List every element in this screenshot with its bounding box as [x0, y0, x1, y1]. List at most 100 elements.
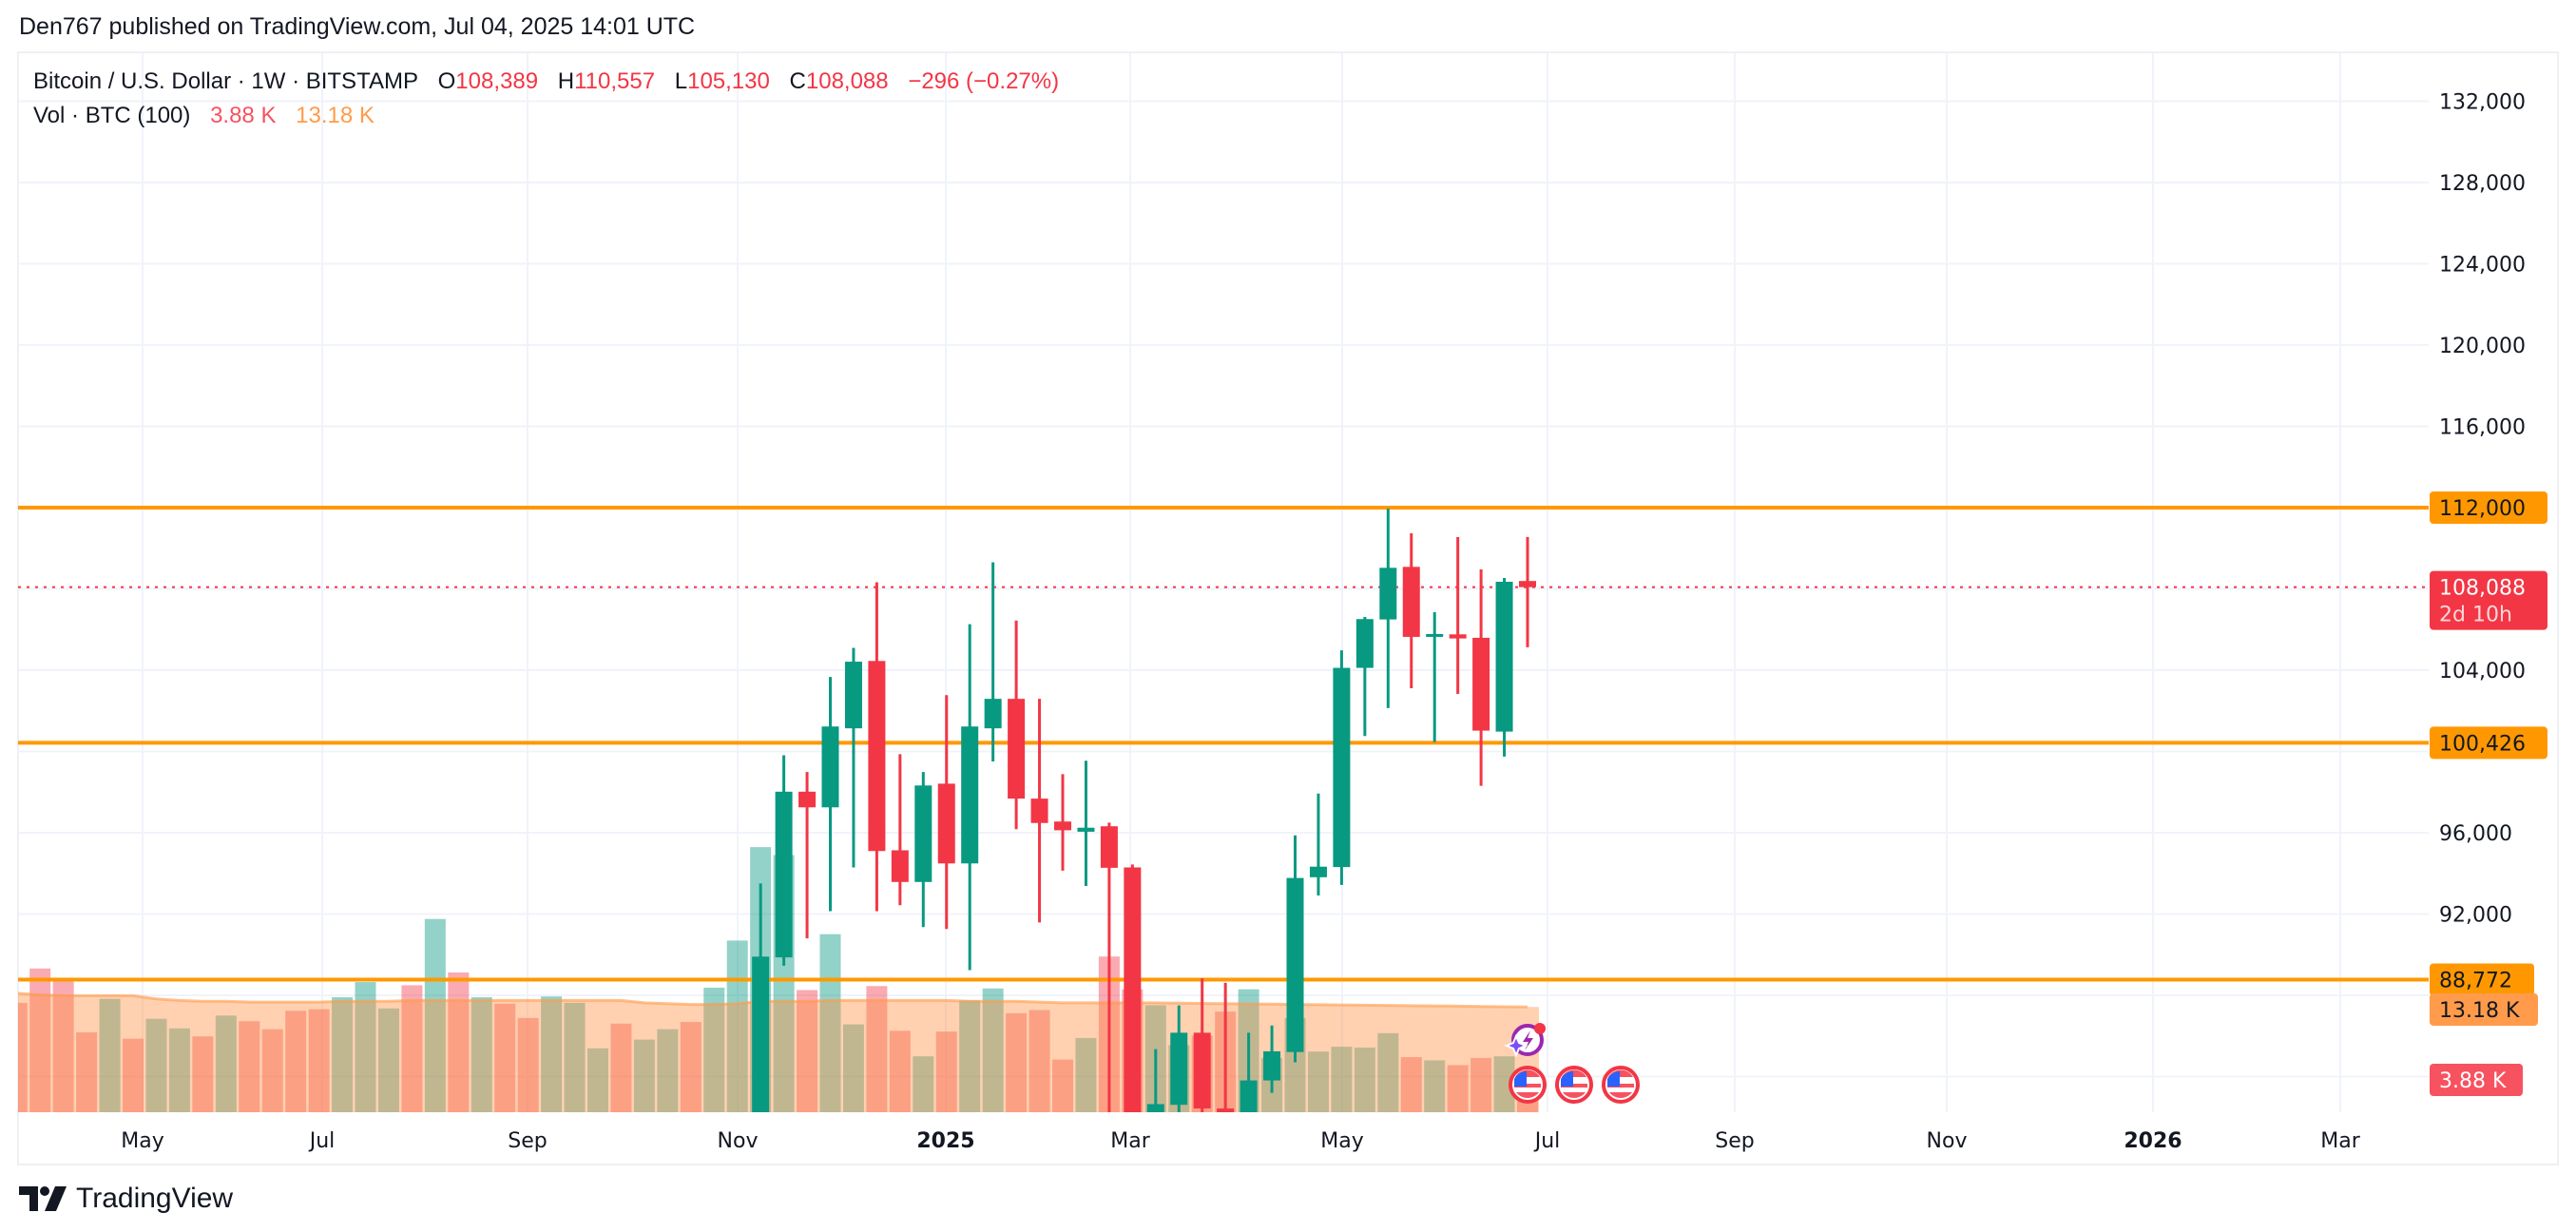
volume-bar — [1307, 1051, 1329, 1112]
flag-stripe — [1516, 1092, 1539, 1098]
level-price-label-bg — [2430, 963, 2534, 996]
candle — [1217, 982, 1235, 1112]
candle-body — [1286, 877, 1304, 1052]
flag-canton — [1607, 1071, 1620, 1087]
volume-bar — [471, 997, 492, 1112]
us-flag-icon[interactable] — [1602, 1066, 1640, 1104]
candle — [1309, 793, 1327, 895]
volume-bar — [587, 1048, 608, 1112]
current-price-label-bg — [2430, 570, 2547, 630]
level-price-label-bg — [2430, 491, 2547, 524]
level-price-label: 100,426 — [2430, 726, 2547, 760]
candle-body — [1449, 634, 1467, 639]
candle — [868, 582, 886, 912]
candle — [1263, 1025, 1281, 1093]
candle-body — [868, 661, 886, 852]
volume-bar — [889, 1030, 911, 1112]
current-price-label-text: 108,088 — [2439, 577, 2526, 601]
time-tick-label: Jul — [308, 1129, 336, 1153]
candle-body — [1077, 827, 1095, 832]
volume-bar — [1028, 1010, 1050, 1112]
price-tick-label: 92,000 — [2439, 904, 2512, 928]
plot-area[interactable] — [6, 506, 2429, 1232]
volume-bar — [1493, 1056, 1515, 1112]
horizontal-levels[interactable] — [18, 506, 2429, 982]
close-label: C — [789, 68, 806, 94]
volume-bar — [494, 1003, 516, 1112]
us-flag-icon[interactable] — [1509, 1066, 1547, 1104]
current-price-label-text: 2d 10h — [2439, 604, 2512, 627]
candle-body — [1193, 1032, 1211, 1109]
volume-bar — [285, 1011, 307, 1112]
candle — [1286, 835, 1304, 1063]
time-tick-label: May — [121, 1129, 163, 1153]
candle — [891, 754, 909, 906]
flag-canton — [1561, 1071, 1573, 1087]
candle-body — [1333, 667, 1351, 868]
price-tick-label: 132,000 — [2439, 91, 2526, 115]
level-price-label-text: 112,000 — [2439, 497, 2526, 521]
high-label: H — [557, 68, 575, 94]
candle-body — [1054, 821, 1071, 831]
volume-bar — [1447, 1065, 1469, 1112]
volume-ma-axis-label-bg — [2430, 993, 2538, 1026]
us-flag-icon[interactable] — [1555, 1066, 1593, 1104]
low-value: 105,130 — [687, 68, 770, 94]
low-label: L — [674, 68, 688, 94]
volume-bar — [424, 918, 446, 1112]
volume-bar — [1400, 1057, 1422, 1112]
candle-body — [1008, 699, 1026, 799]
volume-bar — [1377, 1032, 1399, 1112]
candle — [1449, 536, 1467, 694]
price-tick-label: 104,000 — [2439, 660, 2526, 683]
high-value: 110,557 — [574, 68, 656, 94]
volume-axis-label-bg — [2430, 1064, 2523, 1096]
flag-stripe — [1514, 1084, 1541, 1088]
price-legend-row: Bitcoin / U.S. Dollar · 1W · BITSTAMP O1… — [33, 65, 1059, 99]
volume-bar — [1006, 1012, 1028, 1112]
flag-canton — [1514, 1071, 1527, 1087]
candle-body — [1402, 567, 1420, 637]
time-tick-label: Mar — [1110, 1129, 1150, 1153]
candle-body — [937, 783, 955, 864]
open-value: 108,389 — [455, 68, 539, 94]
candle-body — [1263, 1050, 1281, 1081]
event-markers[interactable] — [1504, 1023, 1640, 1104]
chart-frame — [17, 51, 2559, 1165]
candle — [961, 624, 979, 971]
volume-bar — [517, 1017, 539, 1112]
candle-body — [1519, 581, 1536, 587]
candle — [1402, 532, 1420, 688]
volume-bar — [982, 988, 1004, 1112]
candle — [752, 883, 770, 1112]
lightning-event-icon[interactable] — [1504, 1023, 1546, 1058]
time-axis[interactable]: May Jul Sep Nov 2025 Mar May Jul Sep Nov 2026 Mar — [121, 1129, 2360, 1153]
volume-bar — [18, 1002, 28, 1112]
candle — [1426, 611, 1444, 742]
volume-bar — [145, 1018, 167, 1112]
current-price-label: 108,088 2d 10h — [2430, 570, 2547, 630]
price-tick-label: 120,000 — [2439, 335, 2526, 358]
publish-info: Den767 published on TradingView.com, Jul… — [19, 13, 696, 40]
candle — [1193, 978, 1211, 1112]
candle — [984, 562, 1002, 762]
volume-indicator-title[interactable]: Vol · BTC (100) — [33, 103, 191, 128]
volume-bar — [52, 981, 74, 1112]
flag-stripe — [1561, 1084, 1587, 1088]
change-value: −296 (−0.27%) — [908, 68, 1060, 94]
volume-bar — [935, 1031, 957, 1112]
price-axis[interactable]: 132,000 128,000 124,000 120,000 116,000 104,0… — [2430, 91, 2547, 1097]
candle — [1054, 774, 1071, 871]
candle — [1077, 760, 1095, 887]
candle — [937, 695, 955, 930]
candle — [844, 647, 862, 868]
tradingview-logo[interactable]: TradingView — [19, 1183, 233, 1215]
symbol-title[interactable]: Bitcoin / U.S. Dollar · 1W · BITSTAMP — [33, 68, 418, 94]
time-tick-label: Mar — [2320, 1129, 2360, 1153]
volume-bar — [680, 1022, 702, 1112]
volume-ma-axis-label: 13.18 K — [2430, 993, 2538, 1026]
time-tick-label: Sep — [508, 1129, 547, 1153]
volume-bar — [239, 1021, 260, 1112]
flag-stripe — [1563, 1092, 1586, 1098]
